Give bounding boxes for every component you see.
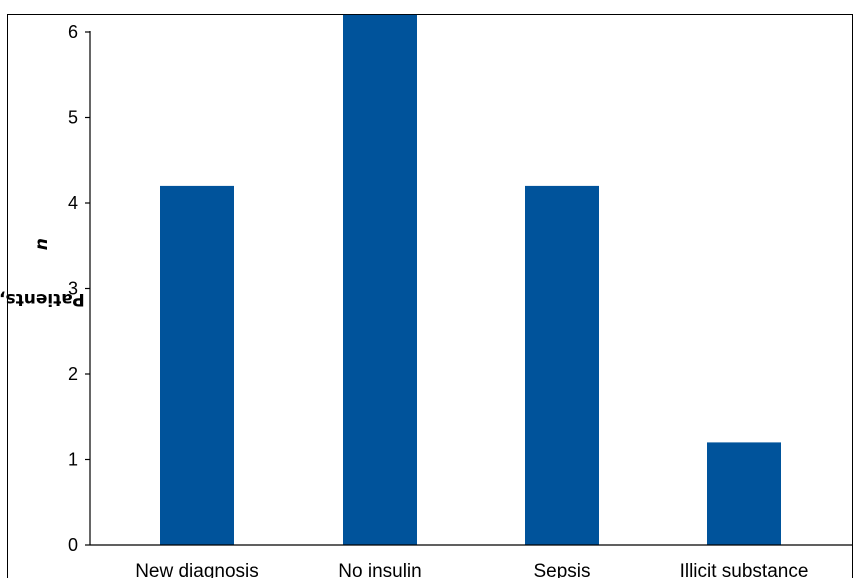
x-tick-label: Sepsis bbox=[533, 561, 590, 578]
y-axis-title-text: Patients, bbox=[0, 289, 85, 310]
y-tick-label: 1 bbox=[68, 450, 78, 470]
x-tick-label: No insulin bbox=[338, 561, 421, 578]
frame-top-border bbox=[7, 14, 853, 15]
bars-layer bbox=[160, 14, 781, 545]
y-ticks-layer: 0 1 2 3 4 5 6 bbox=[68, 22, 90, 555]
y-tick-label: 5 bbox=[68, 108, 78, 128]
y-tick-label: 2 bbox=[68, 364, 78, 384]
frame-left-border bbox=[7, 14, 8, 578]
y-tick-label: 6 bbox=[68, 22, 78, 42]
x-tick-label: Illicit substance bbox=[680, 561, 809, 578]
y-axis-title-italic: n bbox=[32, 238, 53, 251]
bar-no-insulin bbox=[343, 14, 417, 545]
y-tick-label: 0 bbox=[68, 535, 78, 555]
x-tick-label: New diagnosis bbox=[135, 561, 259, 578]
bar-illicit-substance bbox=[707, 442, 781, 545]
y-tick-label: 3 bbox=[68, 279, 78, 299]
bar-sepsis bbox=[525, 185, 599, 545]
bar-new-diagnosis bbox=[160, 185, 234, 545]
y-axis-title: Patients, n bbox=[0, 190, 85, 390]
x-labels-layer: New diagnosis No insulin Sepsis Illicit sub… bbox=[135, 561, 808, 578]
y-tick-label: 4 bbox=[68, 193, 78, 213]
